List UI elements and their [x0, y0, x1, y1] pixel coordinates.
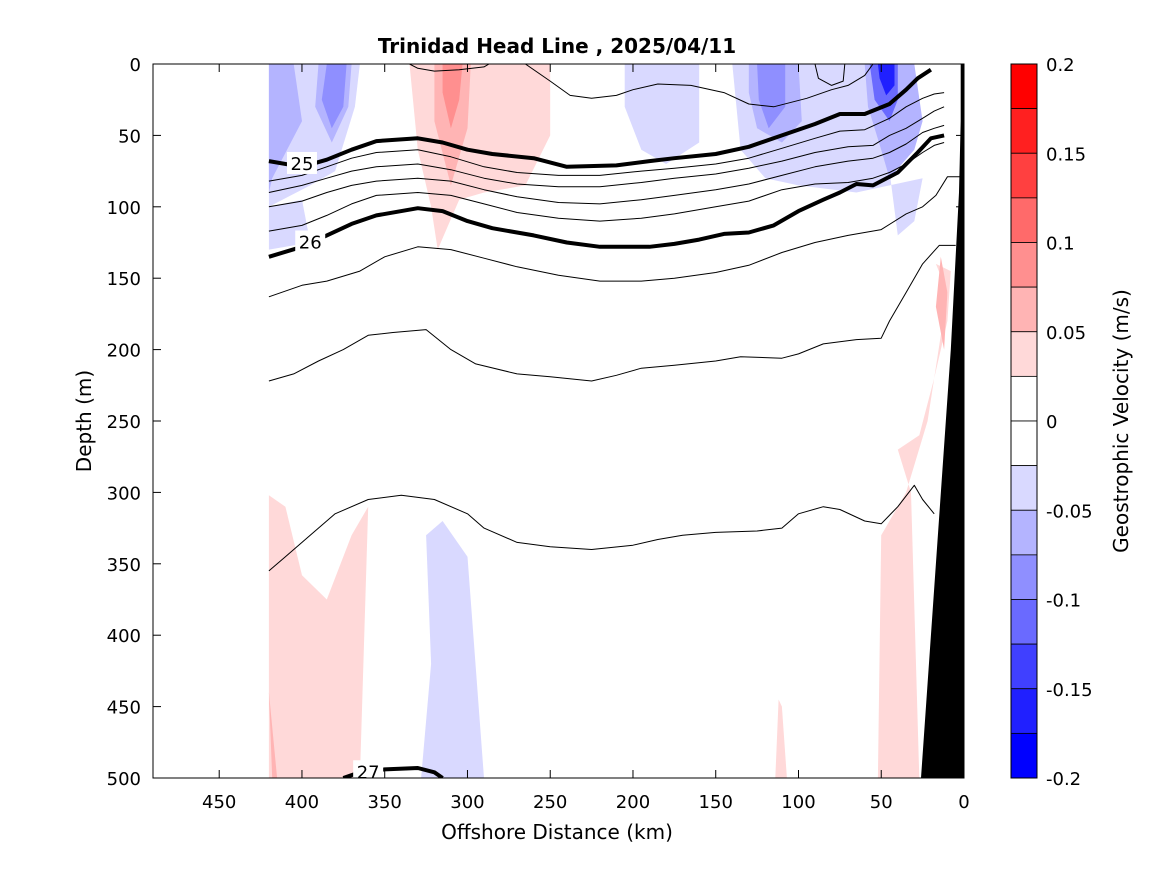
colorbar-frame — [1010, 63, 1038, 779]
isopycnal-line — [268, 176, 961, 298]
y-tick-label: 150 — [107, 269, 141, 290]
colorbar-segment — [1010, 242, 1038, 288]
colorbar-segment — [1010, 732, 1038, 779]
isopycnal-line — [525, 64, 874, 108]
x-tick-label: 200 — [616, 792, 650, 813]
isopycnal-line — [268, 133, 945, 259]
topography-polygon — [921, 64, 964, 778]
x-tick-label: 350 — [368, 792, 402, 813]
colorbar-segment — [1010, 599, 1038, 645]
y-tick-label: 250 — [107, 412, 141, 433]
isopycnal-label: 27 — [357, 762, 380, 783]
y-tick-label: 450 — [107, 698, 141, 719]
y-tick-label: 400 — [107, 626, 141, 647]
x-tick-label: 150 — [699, 792, 733, 813]
velocity-region-blue-shelf-3 — [877, 64, 895, 96]
velocity-region-blue-core-offshore-4 — [321, 64, 347, 129]
isopycnal-label-bg — [295, 230, 326, 253]
isopycnal-line — [268, 484, 935, 572]
y-tick-label: 100 — [107, 198, 141, 219]
y-tick-label: 0 — [130, 55, 141, 76]
velocity-region-red-offshore-deep — [268, 495, 369, 778]
x-tick-label: 250 — [533, 792, 567, 813]
y-tick-label: 300 — [107, 483, 141, 504]
seafloor-topography — [921, 64, 964, 778]
colorbar-segment — [1010, 420, 1038, 467]
y-tick-label: 500 — [107, 769, 141, 790]
chart-title: Trinidad Head Line , 2025/04/11 — [378, 34, 736, 58]
x-tick-label: 400 — [285, 792, 319, 813]
colorbar-tick-label: 0.05 — [1046, 323, 1086, 344]
colorbar-segment — [1010, 108, 1038, 154]
velocity-region-red-core-300-3 — [442, 64, 463, 129]
velocity-region-red-nearshore-sliver — [935, 256, 948, 350]
colorbar-tick-label: 0.15 — [1046, 144, 1086, 165]
x-axis: 450 400 350 300 250 200 150 100 50 0 — [202, 64, 970, 813]
x-tick-label: 100 — [781, 792, 815, 813]
colorbar-segment — [1010, 331, 1038, 377]
velocity-region-blue-core-offshore-2 — [268, 64, 302, 193]
colorbar-label: Geostrophic Velocity (m/s) — [1109, 289, 1133, 553]
colorbar-tick-label: -0.15 — [1046, 680, 1093, 701]
x-tick-label: 450 — [202, 792, 236, 813]
colorbar-tick-label: -0.05 — [1046, 501, 1093, 522]
isopycnal-label: 26 — [299, 233, 322, 254]
isopycnal-contours — [268, 64, 961, 778]
colorbar-segment — [1010, 643, 1038, 690]
isopycnal-line — [268, 92, 945, 182]
isopycnal-label: 25 — [291, 154, 314, 175]
isopycnal-line — [268, 244, 956, 382]
y-axis: 0 50 100 150 200 250 300 350 400 450 500 — [107, 55, 964, 790]
y-tick-label: 50 — [118, 126, 141, 147]
isopycnal-label-bg — [286, 151, 317, 174]
colorbar-segment — [1010, 554, 1038, 600]
isopycnal-labels: 25 26 27 — [286, 151, 384, 783]
isopycnal-line — [268, 142, 945, 232]
colorbar: 0.2 0.15 0.1 0.05 0 -0.05 -0.1 -0.15 -0.2 — [1010, 55, 1093, 790]
isopycnal-line — [814, 64, 846, 86]
velocity-region-blue-nearshore-3 — [757, 64, 786, 129]
velocity-region-red-nearshore-deep — [877, 263, 951, 778]
y-axis-label: Depth (m) — [72, 370, 96, 472]
isopycnal-line — [268, 124, 945, 208]
colorbar-segment — [1010, 197, 1038, 243]
isopycnal-line — [268, 106, 945, 193]
x-axis-label: Offshore Distance (km) — [441, 820, 673, 844]
isopycnal-label-bg — [353, 760, 384, 783]
colorbar-tick-label: -0.1 — [1046, 591, 1081, 612]
colorbar-segment — [1010, 688, 1038, 734]
velocity-region-blue-deep-310 — [421, 521, 484, 778]
velocity-region-red-strip-110 — [775, 699, 787, 778]
colorbar-tick-label: -0.2 — [1046, 769, 1081, 790]
plot-area: 25 26 27 — [152, 63, 965, 783]
isopycnal-line — [409, 64, 490, 72]
colorbar-segment — [1010, 286, 1038, 333]
colorbar-segment — [1010, 63, 1038, 110]
colorbar-segment — [1010, 375, 1038, 422]
x-tick-label: 0 — [958, 792, 969, 813]
colorbar-tick-label: 0 — [1046, 412, 1057, 433]
isopycnal-line — [268, 68, 932, 169]
x-tick-label: 300 — [450, 792, 484, 813]
y-tick-label: 350 — [107, 555, 141, 576]
colorbar-segment — [1010, 152, 1038, 199]
colorbar-segment — [1010, 509, 1038, 556]
velocity-region-blue-mid-185 — [624, 64, 700, 164]
velocity-region-red-offshore-deep-2 — [268, 692, 278, 778]
colorbar-tick-label: 0.2 — [1046, 55, 1075, 76]
x-tick-label: 50 — [870, 792, 893, 813]
colorbar-segment — [1010, 465, 1038, 511]
y-tick-label: 200 — [107, 341, 141, 362]
colorbar-tick-label: 0.1 — [1046, 234, 1075, 255]
